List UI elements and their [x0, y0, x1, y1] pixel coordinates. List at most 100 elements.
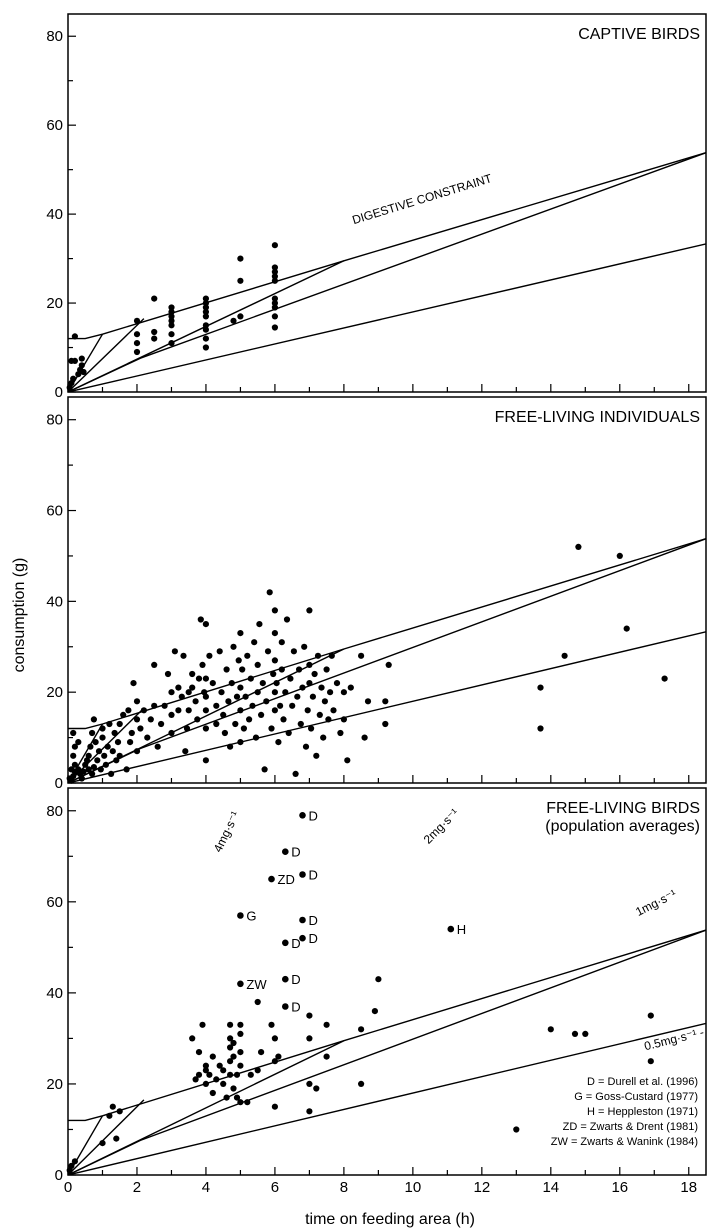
data-point	[271, 304, 278, 311]
data-point	[575, 543, 582, 551]
data-point	[268, 1021, 275, 1028]
data-point	[171, 648, 178, 655]
data-point	[258, 1049, 265, 1056]
data-point	[71, 333, 78, 340]
data-point	[233, 1094, 241, 1101]
data-point	[306, 1035, 313, 1042]
data-point	[225, 698, 232, 705]
data-point	[237, 255, 244, 262]
data-point	[254, 689, 261, 696]
data-point	[85, 766, 92, 773]
x-axis-label: time on feeding area (h)	[305, 1211, 475, 1228]
data-point	[344, 757, 351, 764]
data-point	[333, 680, 341, 687]
data-point	[108, 770, 115, 778]
point-label: D	[309, 913, 318, 928]
data-point	[195, 675, 203, 682]
data-point	[230, 317, 237, 324]
data-point	[197, 616, 204, 623]
x-tick-label: 2	[133, 1179, 141, 1196]
point-label: D	[309, 868, 318, 883]
data-point	[271, 295, 278, 302]
data-point	[299, 684, 306, 691]
data-point	[70, 729, 77, 737]
data-point	[261, 766, 268, 773]
data-point	[216, 1062, 223, 1069]
data-point	[321, 698, 328, 705]
line-annotation: 2mg·s⁻¹	[421, 806, 462, 847]
data-point	[168, 313, 175, 320]
panel-title: FREE-LIVING BIRDS	[546, 800, 700, 817]
data-point	[168, 340, 175, 347]
data-point	[323, 1021, 330, 1028]
data-point	[537, 684, 544, 691]
data-point	[227, 1071, 234, 1078]
data-point	[182, 748, 189, 755]
data-point	[133, 331, 141, 338]
data-point	[199, 661, 206, 669]
data-point	[283, 616, 291, 623]
data-point	[213, 1076, 220, 1083]
data-point	[271, 630, 278, 637]
data-point	[180, 652, 187, 659]
data-point	[216, 648, 223, 655]
data-point	[237, 1062, 244, 1069]
data-point	[202, 1080, 209, 1087]
data-point	[306, 1012, 313, 1019]
data-point	[249, 702, 256, 709]
data-point	[271, 657, 278, 664]
y-tick-label: 40	[46, 985, 63, 1002]
data-point	[94, 757, 101, 764]
data-point	[282, 689, 289, 696]
data-point	[168, 331, 175, 338]
panel-1: 0 20 40 60 80 CAPTIVE BIRDS DIGESTIVE CONSTRAI…	[46, 13, 707, 401]
data-point	[268, 725, 275, 732]
line-rate_0_5	[68, 631, 706, 783]
data-point	[582, 1030, 589, 1037]
data-point	[71, 357, 78, 364]
data-point	[382, 698, 389, 705]
data-point	[89, 729, 96, 737]
data-point	[287, 675, 294, 682]
data-point	[199, 1021, 206, 1028]
data-point	[151, 661, 158, 669]
data-point	[168, 317, 175, 324]
data-point	[70, 375, 77, 382]
data-point	[202, 304, 209, 311]
data-point	[275, 1053, 282, 1060]
data-point	[318, 684, 325, 691]
data-point	[271, 1058, 278, 1065]
data-point	[128, 729, 135, 737]
data-point	[90, 716, 97, 723]
point-label: D	[309, 808, 318, 823]
data-point	[306, 1080, 313, 1087]
data-point	[104, 743, 111, 750]
data-point	[151, 335, 158, 342]
data-point	[209, 680, 216, 687]
data-point	[202, 621, 209, 628]
labeled-point	[282, 975, 289, 983]
data-point	[230, 1053, 237, 1060]
data-point	[202, 725, 209, 732]
line-rate_4_branch	[68, 318, 145, 392]
data-point	[178, 693, 185, 700]
panel-frame	[67, 396, 707, 784]
data-point	[209, 1053, 216, 1060]
data-point	[277, 702, 284, 709]
data-point	[202, 313, 209, 320]
data-point	[385, 661, 392, 669]
data-point	[278, 639, 285, 646]
data-point	[358, 652, 365, 659]
data-point	[271, 277, 278, 284]
line-rate_2_branch	[68, 1040, 345, 1175]
data-point	[371, 1008, 378, 1015]
data-point	[296, 666, 303, 673]
point-label: D	[291, 845, 300, 860]
y-tick-label: 0	[55, 775, 63, 792]
data-point	[106, 1112, 113, 1119]
data-point	[323, 1053, 330, 1060]
data-point	[202, 335, 209, 342]
data-point	[254, 661, 261, 669]
labeled-point	[282, 848, 289, 855]
x-tick-label: 12	[473, 1179, 490, 1196]
